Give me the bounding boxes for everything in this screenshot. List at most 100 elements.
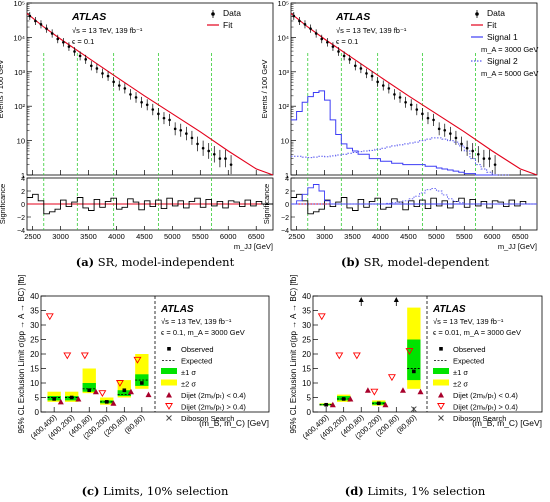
panel-a-data-point (218, 157, 222, 160)
panel-b-signal2-curve (291, 137, 510, 176)
panel-b-data-point (482, 157, 486, 160)
panel-a-ytick-label: 10 (17, 137, 25, 146)
caption-c-text: Limits, 10% selection (103, 484, 229, 498)
panel-c-dijet-low (127, 388, 134, 395)
panel-a-data-point (101, 72, 104, 75)
panel-a-ytick-label: 10⁴ (13, 33, 25, 42)
panel-a-data-point (62, 41, 65, 44)
panel-c-legend-label: ±1 σ (181, 368, 196, 377)
panel-d-dijet-low (417, 388, 424, 395)
panel-c-param-label: ϵ = 0.1, m_A = 3000 GeV (161, 328, 245, 337)
panel-b-xlabel: m_JJ [GeV] (498, 242, 537, 251)
panel-c-ytick-label: 10 (30, 379, 39, 388)
panel-c-energy-label: √s = 13 TeV, 139 fb⁻¹ (161, 317, 232, 326)
panel-b-xtick-label: 4000 (372, 232, 389, 241)
caption-b-text: SR, model-dependent (363, 255, 489, 269)
panel-d-legend-label: Dijet (2mₓ/pₜ) < 0.4) (453, 391, 518, 400)
panel-b-frame (290, 2, 538, 176)
panel-b-sig-ylabel: Significance (262, 184, 271, 224)
panel-d-atlas-label: ATLAS (432, 304, 466, 315)
panel-c-band-1sigma (117, 390, 131, 397)
panel-b-sig-ytick-label: 4 (285, 176, 289, 183)
panel-b-ytick-label: 10³ (278, 68, 289, 77)
panel-d-legend-observed-swatch (439, 347, 443, 351)
panel-d-dijet-low (382, 401, 389, 408)
panel-d-observed (324, 402, 328, 407)
panel-d-observed-offscale (358, 297, 364, 302)
panel-b-data-point (415, 108, 419, 111)
panel-a-sig-ytick-label: 2 (21, 189, 25, 196)
panel-c-legend-label: Diboson Search (181, 414, 234, 423)
panel-c-dijet-low (110, 400, 117, 406)
panel-b-data-point (353, 64, 357, 68)
panel-a-xtick-label: 4000 (108, 232, 125, 241)
panel-a-data-point (212, 152, 216, 156)
panel-b-data-point (409, 103, 413, 107)
panel-d-legend-label: Observed (453, 345, 486, 354)
panel-d-observed-offscale (393, 297, 399, 302)
panel-a-legend-label: Fit (223, 20, 233, 30)
panel-d-observed (412, 369, 416, 374)
panel-a-data-point (28, 14, 32, 18)
panel-d-xlabel: (m_B, m_C) [GeV] (472, 418, 542, 428)
panel-c-ytick-label: 25 (30, 336, 39, 345)
panel-b-data-point (404, 100, 407, 104)
panel-a-data-point (95, 67, 99, 70)
panel-b-legend-sublabel: m_A = 3000 GeV (481, 45, 538, 54)
panel-a-data-point (196, 142, 199, 146)
panel-b-data-point (437, 127, 441, 131)
panel-a-data-point (117, 84, 121, 87)
panel-d-legend-dijet-low-swatch (438, 392, 444, 398)
panel-c-legend-dijet-high-swatch (165, 403, 173, 410)
panel-a-data-point (157, 112, 160, 116)
panel-c-band-1sigma (135, 374, 149, 386)
panel-c-legend-label: Dijet (2mₓ/pₜ) < 0.4) (181, 391, 246, 400)
panel-d-ytick-label: 5 (307, 394, 312, 403)
panel-b-xtick-label: 3500 (344, 232, 361, 241)
panel-a-xtick-label: 6000 (220, 232, 237, 241)
panel-c-dijet-high (115, 380, 124, 387)
panel-c-ytick-label: 5 (35, 394, 40, 403)
panel-a-data-point (224, 157, 227, 160)
panel-d-legend-band2-swatch (433, 379, 449, 386)
panel-b-data-point (426, 116, 430, 120)
panel-a-data-point (56, 37, 60, 41)
panel-a-data-point (134, 96, 138, 99)
panel-a-xlabel: m_JJ [GeV] (234, 242, 273, 251)
panel-b-data-point (421, 112, 424, 116)
panel-a-data-point (50, 32, 54, 35)
panel-d-diboson (411, 406, 417, 412)
panel-a-data-point (39, 23, 43, 26)
panel-d-legend-dijet-high-swatch (437, 403, 445, 410)
caption-a: (a) SR, model-independent (40, 255, 270, 269)
panel-d-ytick-label: 0 (307, 408, 312, 417)
panel-b-legend-label: Signal 1 (487, 32, 518, 42)
panel-d-category-label: (80,80) (395, 412, 419, 435)
panel-c-legend-label: ±2 σ (181, 380, 196, 389)
panel-d-ytick-label: 20 (302, 350, 311, 359)
panel-d-dijet-high (387, 374, 396, 382)
panel-a-data-point (207, 149, 211, 153)
panel-d-param-label: ϵ = 0.01, m_A = 3000 GeV (433, 328, 521, 337)
panel-a-atlas-label: ATLAS (71, 11, 106, 23)
panel-a-frame (26, 2, 274, 176)
panel-d-energy-label: √s = 13 TeV, 139 fb⁻¹ (433, 317, 504, 326)
panel-b-legend-sublabel: m_A = 5000 GeV (481, 69, 538, 78)
panel-c-ytick-label: 15 (30, 365, 39, 374)
panel-d-dijet-low (347, 395, 354, 402)
panel-a-data-point (185, 132, 188, 135)
panel-b-data-point (493, 163, 497, 166)
panel-a-xtick-label: 3000 (52, 232, 69, 241)
panel-b-data-point (348, 58, 352, 61)
panel-b-data-point (454, 136, 458, 140)
panel-b-eps-label: ϵ = 0.1 (336, 37, 358, 46)
panel-d-legend-label: ±2 σ (453, 380, 468, 389)
panel-c-legend-band2-swatch (161, 379, 177, 386)
panel-a-xtick-label: 2500 (24, 232, 41, 241)
panel-b-ytick-label: 10⁴ (277, 33, 289, 42)
panel-c-band-1sigma (82, 383, 96, 392)
panel-a-sig-ylabel: Significance (0, 184, 7, 224)
panel-a-sig-hist (27, 193, 273, 215)
panel-a-data-point (229, 163, 233, 166)
panel-a-sig-ytick-label: −2 (17, 215, 25, 222)
